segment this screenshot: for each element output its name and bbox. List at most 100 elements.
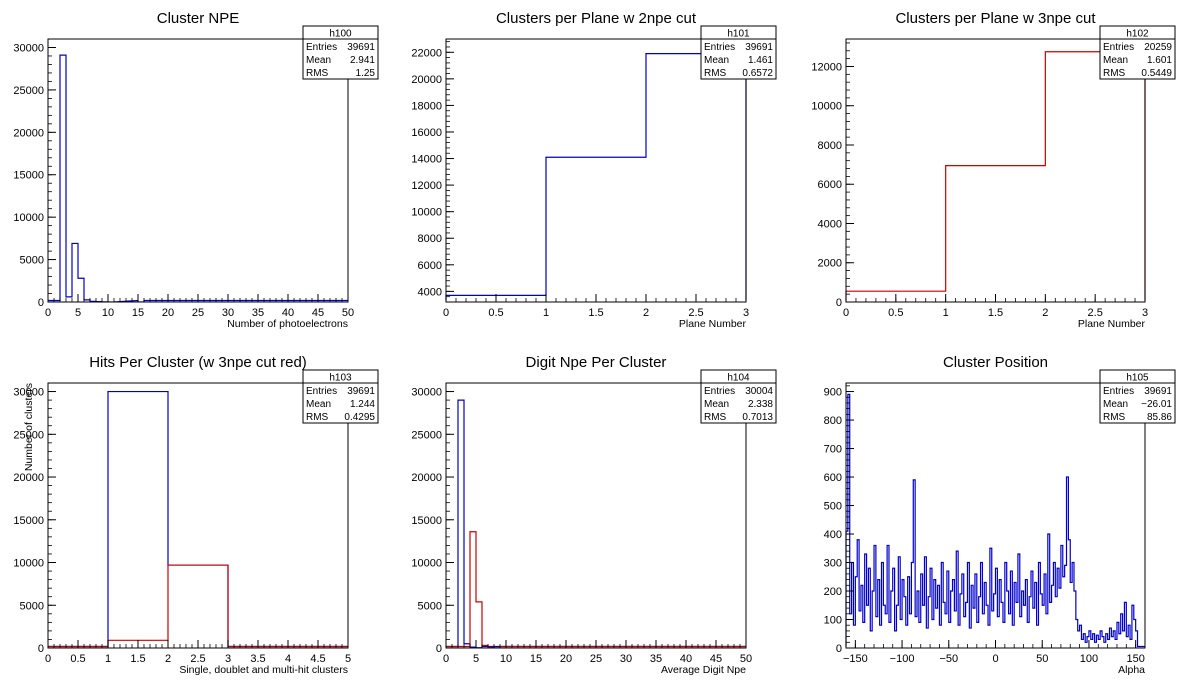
stats-entries-value: 39691 [347, 386, 375, 397]
stats-name: h101 [727, 29, 750, 40]
y-tick-label: 20000 [13, 472, 44, 484]
y-tick-label: 900 [824, 387, 842, 399]
stats-box: h102 Entries 20259 Mean 1.601 RMS 0.5449 [1099, 25, 1176, 80]
y-tick-label: 25000 [13, 85, 44, 97]
stats-mean-value: −26.01 [1141, 399, 1172, 410]
y-tick-label: 10000 [13, 558, 44, 570]
histogram-series [48, 564, 348, 648]
stats-entries-value: 39691 [347, 42, 375, 53]
stats-frame [1099, 25, 1176, 80]
stats-mean-label: Mean [704, 399, 729, 410]
y-tick-label: 400 [824, 529, 842, 541]
stats-entries-label: Entries [306, 42, 337, 53]
x-tick-label: 2.5 [688, 307, 703, 319]
y-axis-label: Number of clusters [23, 383, 35, 471]
x-tick-label: 20 [560, 653, 572, 665]
x-tick-label: 5 [473, 653, 479, 665]
panel-title: Cluster NPE [157, 10, 240, 27]
x-tick-label: 45 [312, 307, 324, 319]
y-tick-label: 20000 [411, 472, 442, 484]
y-tick-label: 25000 [411, 429, 442, 441]
stats-entries-label: Entries [704, 42, 735, 53]
y-tick-label: 22000 [411, 47, 442, 59]
y-tick-label: 0 [436, 643, 442, 655]
y-tick-label: 30000 [13, 387, 44, 399]
x-tick-label: 4 [285, 653, 291, 665]
histogram-series [845, 51, 1146, 301]
x-tick-label: 10 [500, 653, 512, 665]
stats-entries-label: Entries [1103, 386, 1134, 397]
stats-rms-value: 85.86 [1147, 412, 1172, 423]
y-tick-label: 16000 [411, 127, 442, 139]
stats-entries-label: Entries [306, 386, 337, 397]
y-tick-label: 25000 [13, 429, 44, 441]
x-tick-label: 2.5 [190, 653, 205, 665]
y-tick-label: 5000 [20, 600, 44, 612]
y-tick-label: 12000 [811, 61, 842, 73]
x-tick-label: 30 [222, 307, 234, 319]
histogram-series [48, 390, 348, 648]
stats-name: h105 [1126, 373, 1149, 384]
x-tick-label: 35 [252, 307, 264, 319]
y-tick-label: 15000 [13, 170, 44, 182]
x-tick-label: 2 [643, 307, 649, 319]
y-tick-label: 0 [836, 297, 842, 309]
x-axis-label: Plane Number [1078, 318, 1146, 330]
histogram-series [446, 531, 746, 649]
y-tick-label: 10000 [13, 212, 44, 224]
x-tick-label: 4.5 [310, 653, 325, 665]
x-tick-label: 30 [620, 653, 632, 665]
x-tick-label: 40 [282, 307, 294, 319]
x-tick-label: 5 [75, 307, 81, 319]
x-tick-label: 0 [992, 653, 998, 665]
stats-entries-label: Entries [1103, 42, 1134, 53]
histogram-panel: Cluster NPE 0 5 10 15 20 25 30 35 40 45 50 0 5000 1000… [13, 10, 379, 330]
panel-title: Hits Per Cluster (w 3npe cut red) [89, 354, 307, 371]
y-tick-label: 30000 [13, 42, 44, 54]
y-tick-label: 800 [824, 415, 842, 427]
panel-title: Clusters per Plane w 3npe cut [895, 10, 1096, 27]
y-tick-label: 10000 [411, 558, 442, 570]
x-tick-label: 50 [740, 653, 752, 665]
y-tick-label: 6000 [818, 179, 842, 191]
x-tick-label: 50 [342, 307, 354, 319]
x-tick-label: 3.5 [250, 653, 265, 665]
stats-name: h100 [329, 29, 352, 40]
stats-box: h103 Entries 39691 Mean 1.244 RMS 0.4295 [302, 369, 379, 424]
x-tick-label: 45 [710, 653, 722, 665]
stats-rms-label: RMS [704, 412, 727, 423]
stats-frame [700, 369, 777, 424]
stats-mean-value: 1.601 [1147, 55, 1172, 66]
x-tick-label: 0.5 [70, 653, 85, 665]
x-tick-label: 1.5 [130, 653, 145, 665]
stats-mean-label: Mean [704, 55, 729, 66]
x-tick-label: 40 [680, 653, 692, 665]
x-tick-label: 0 [45, 307, 51, 319]
histogram-series [445, 53, 747, 301]
histogram-series [446, 399, 746, 649]
histogram-series [845, 393, 1145, 648]
stats-box: h101 Entries 39691 Mean 1.461 RMS 0.6572 [700, 25, 777, 80]
x-tick-label: 10 [102, 307, 114, 319]
y-tick-label: 30000 [411, 387, 442, 399]
x-axis-label: Average Digit Npe [661, 664, 746, 676]
x-tick-label: 150 [1126, 653, 1144, 665]
stats-mean-value: 2.941 [350, 55, 375, 66]
x-tick-label: 2 [165, 653, 171, 665]
x-tick-label: 1 [543, 307, 549, 319]
stats-mean-value: 1.461 [748, 55, 773, 66]
x-tick-label: 0 [443, 653, 449, 665]
stats-name: h104 [727, 373, 750, 384]
x-axis-label: Alpha [1118, 664, 1145, 676]
x-tick-label: 25 [590, 653, 602, 665]
x-tick-label: 2.5 [1088, 307, 1103, 319]
x-tick-label: 2 [1042, 307, 1048, 319]
stats-frame [700, 25, 777, 80]
stats-box: h100 Entries 39691 Mean 2.941 RMS 1.25 [302, 25, 379, 80]
stats-box: h105 Entries 39691 Mean −26.01 RMS 85.86 [1099, 369, 1176, 424]
x-tick-label: 0 [443, 307, 449, 319]
x-tick-label: 3 [743, 307, 749, 319]
stats-mean-label: Mean [1103, 55, 1128, 66]
stats-rms-label: RMS [306, 68, 329, 79]
x-tick-label: 15 [530, 653, 542, 665]
